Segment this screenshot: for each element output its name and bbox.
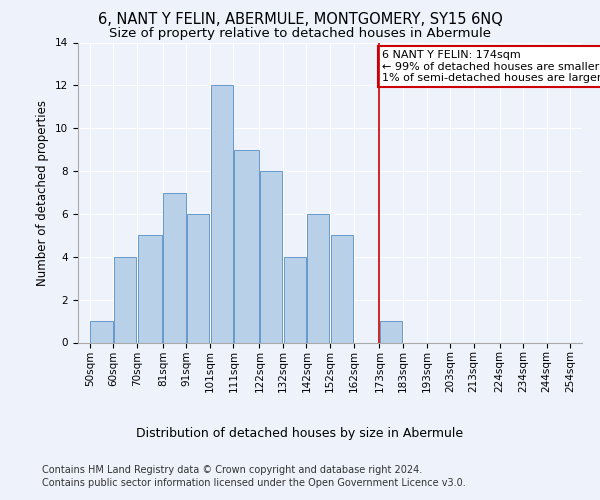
- Y-axis label: Number of detached properties: Number of detached properties: [37, 100, 49, 286]
- Text: Contains public sector information licensed under the Open Government Licence v3: Contains public sector information licen…: [42, 478, 466, 488]
- Bar: [307, 214, 329, 342]
- Text: 6 NANT Y FELIN: 174sqm
← 99% of detached houses are smaller (67)
1% of semi-deta: 6 NANT Y FELIN: 174sqm ← 99% of detached…: [382, 50, 600, 83]
- Text: 6, NANT Y FELIN, ABERMULE, MONTGOMERY, SY15 6NQ: 6, NANT Y FELIN, ABERMULE, MONTGOMERY, S…: [98, 12, 502, 28]
- Bar: [380, 321, 403, 342]
- Bar: [114, 257, 136, 342]
- Text: Contains HM Land Registry data © Crown copyright and database right 2024.: Contains HM Land Registry data © Crown c…: [42, 465, 422, 475]
- Bar: [234, 150, 259, 342]
- Text: Distribution of detached houses by size in Abermule: Distribution of detached houses by size …: [136, 428, 464, 440]
- Bar: [284, 257, 306, 342]
- Bar: [331, 236, 353, 343]
- Text: Size of property relative to detached houses in Abermule: Size of property relative to detached ho…: [109, 28, 491, 40]
- Bar: [91, 321, 113, 342]
- Bar: [187, 214, 209, 342]
- Bar: [137, 236, 162, 343]
- Bar: [260, 171, 282, 342]
- Bar: [211, 86, 233, 342]
- Bar: [163, 192, 185, 342]
